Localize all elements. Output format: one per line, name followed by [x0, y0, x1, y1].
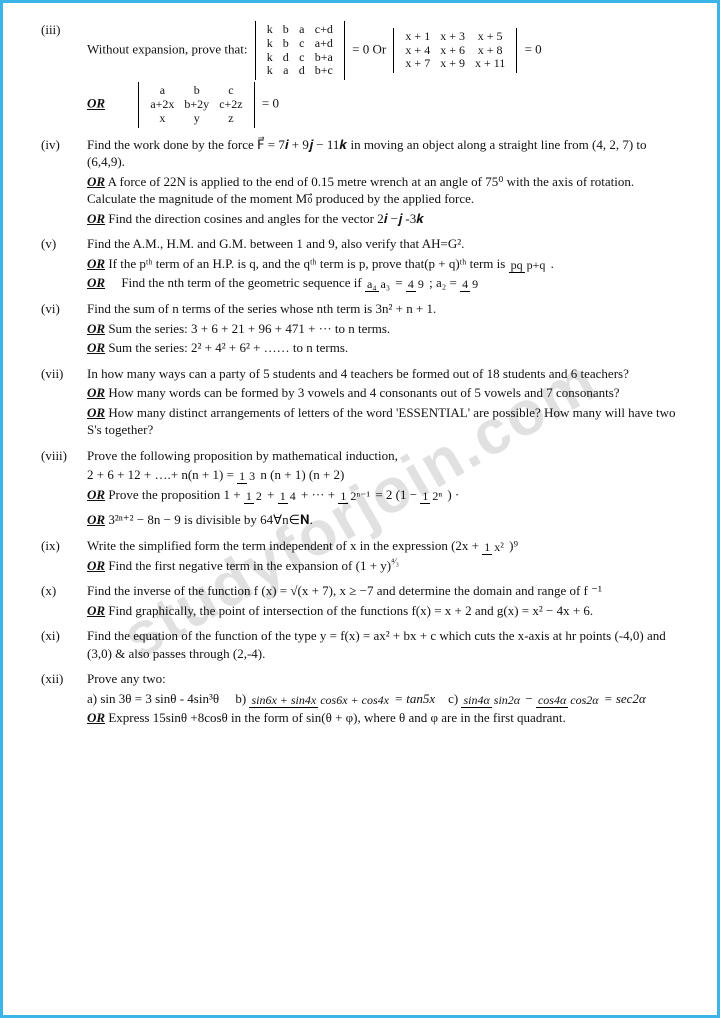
q-text: How many distinct arrangements of letter… — [87, 405, 675, 438]
determinant-or: abca+2xb+2yc+2zxyz — [138, 82, 254, 127]
q-text: A force of 22N is applied to the end of … — [87, 174, 634, 207]
question-iv: (iv) Find the work done by the force F⃗ … — [41, 136, 679, 228]
qnum: (iv) — [41, 136, 87, 228]
q-text: Sum the series: 2² + 4² + 6² + …… to n t… — [105, 340, 348, 355]
qnum: (xii) — [41, 670, 87, 727]
question-xi: (xi) Find the equation of the function o… — [41, 627, 679, 662]
fraction: 14 — [278, 490, 298, 502]
q-text: In how many ways can a party of 5 studen… — [87, 365, 679, 383]
qnum: (iii) — [41, 21, 87, 128]
fraction: a₄a₃ — [365, 278, 392, 290]
q-text: Find the sum of n terms of the series wh… — [87, 300, 679, 318]
q-text: = 0 Or — [352, 42, 389, 57]
question-xii: (xii) Prove any two: a) sin 3θ = 3 sinθ … — [41, 670, 679, 727]
q-text: = 0 — [262, 96, 279, 111]
q-text: Find the nth term of the geometric seque… — [121, 275, 365, 290]
fraction: cos4αcos2α — [536, 694, 601, 706]
or-label: OR — [87, 211, 105, 226]
or-label: OR — [87, 710, 105, 725]
q-text: Find the inverse of the function f (x) =… — [87, 582, 679, 600]
question-v: (v) Find the A.M., H.M. and G.M. between… — [41, 235, 679, 292]
q-text: Prove the following proposition by mathe… — [87, 447, 679, 465]
q-text: Sum the series: 3 + 6 + 21 + 96 + 471 + … — [105, 321, 390, 336]
or-label: OR — [87, 487, 105, 502]
or-label: OR — [87, 321, 105, 336]
q-text: Express 15sinθ +8cosθ in the form of sin… — [105, 710, 566, 725]
q-text: Find the direction cosines and angles fo… — [105, 211, 424, 226]
or-label: OR — [87, 96, 105, 111]
qnum: (vii) — [41, 365, 87, 439]
fraction: 12 — [244, 490, 264, 502]
fraction: 12ⁿ — [420, 490, 444, 502]
fraction: sin6x + sin4xcos6x + cos4x — [249, 694, 391, 706]
fraction: 1x² — [482, 541, 506, 553]
qnum: (x) — [41, 582, 87, 619]
q-text: Find the first negative term in the expa… — [105, 558, 391, 573]
determinant-2: x + 1x + 3x + 5x + 4x + 6x + 8x + 7x + 9… — [393, 28, 517, 73]
fraction: 49 — [406, 278, 426, 290]
q-text: Find graphically, the point of intersect… — [105, 603, 593, 618]
or-label: OR — [87, 275, 105, 290]
q-text: Find the A.M., H.M. and G.M. between 1 a… — [87, 235, 679, 253]
or-label: OR — [87, 340, 105, 355]
question-vii: (vii) In how many ways can a party of 5 … — [41, 365, 679, 439]
border-text-right: ⊙ PRACTICAL CENTRE COMPREHENSIVE PAPER 2… — [704, 0, 715, 20]
question-iii: (iii) Without expansion, prove that: kba… — [41, 21, 679, 128]
or-label: OR — [87, 256, 105, 271]
qnum: (ix) — [41, 537, 87, 574]
q-text: 3²ⁿ⁺² − 8n − 9 is divisible by 64∀n∈𝐍. — [105, 512, 313, 527]
fraction: 12ⁿ⁻¹ — [338, 490, 372, 502]
q-text: Find the equation of the function of the… — [87, 627, 679, 662]
qnum: (viii) — [41, 447, 87, 529]
or-label: OR — [87, 405, 105, 420]
question-viii: (viii) Prove the following proposition b… — [41, 447, 679, 529]
or-label: OR — [87, 512, 105, 527]
exam-content: (iii) Without expansion, prove that: kba… — [41, 21, 679, 735]
qnum: (vi) — [41, 300, 87, 357]
or-label: OR — [87, 603, 105, 618]
q-text: Without expansion, prove that: — [87, 42, 248, 57]
question-ix: (ix) Write the simplified form the term … — [41, 537, 679, 574]
q-text: Prove any two: — [87, 670, 679, 688]
qnum: (v) — [41, 235, 87, 292]
border-text-left: ⊙ PRACTICAL CENTRE COMPREHENSIVE PAPER 2… — [6, 0, 17, 20]
fraction: sin4αsin2α — [461, 694, 522, 706]
fraction: 13 — [237, 470, 257, 482]
q-text: How many words can be formed by 3 vowels… — [105, 385, 619, 400]
question-x: (x) Find the inverse of the function f (… — [41, 582, 679, 619]
or-label: OR — [87, 174, 105, 189]
question-vi: (vi) Find the sum of n terms of the seri… — [41, 300, 679, 357]
or-label: OR — [87, 385, 105, 400]
q-text: If the pᵗʰ term of an H.P. is q, and the… — [108, 256, 508, 271]
determinant-1: kbac+dkbca+dkdcb+akadb+c — [255, 21, 345, 80]
qnum: (xi) — [41, 627, 87, 662]
fraction: 49 — [460, 278, 480, 290]
q-text: = 0 — [525, 42, 542, 57]
q-text: Find the work done by the force F⃗ = 7𝒊 … — [87, 136, 679, 171]
or-label: OR — [87, 558, 105, 573]
fraction: pqp+q — [509, 259, 548, 271]
